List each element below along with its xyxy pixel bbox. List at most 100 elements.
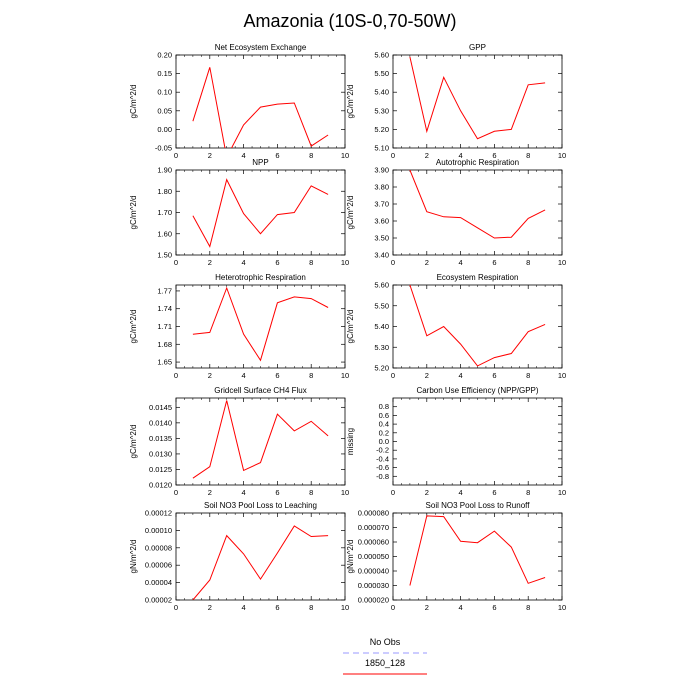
x-tick-label: 8	[526, 603, 530, 612]
y-tick-label: 5.50	[374, 69, 389, 78]
y-tick-label: 5.30	[374, 343, 389, 352]
y-tick-label: 0.00002	[145, 596, 172, 605]
x-tick-label: 4	[459, 488, 463, 497]
plot-frame	[175, 512, 346, 601]
panel-title: GPP	[469, 43, 486, 52]
figure-title: Amazonia (10S-0,70-50W)	[243, 11, 456, 31]
y-tick-label: 1.74	[157, 304, 172, 313]
x-tick-label: 2	[425, 151, 429, 160]
y-tick-label: 0.0120	[149, 481, 172, 490]
y-tick-label: 5.60	[374, 51, 389, 60]
y-axis-label: gC/m^2/d	[346, 85, 355, 119]
x-tick-label: 2	[208, 258, 212, 267]
series-line-1850_128	[409, 515, 546, 586]
y-tick-label: 0.0125	[149, 465, 172, 474]
x-tick-label: 4	[459, 603, 463, 612]
x-tick-label: 10	[558, 258, 566, 267]
y-tick-label: 0.05	[157, 106, 172, 115]
x-tick-label: 10	[558, 371, 566, 380]
y-tick-label: 5.30	[374, 106, 389, 115]
x-tick-label: 8	[526, 488, 530, 497]
y-tick-label: 0.0145	[149, 403, 172, 412]
y-tick-label: 1.70	[157, 208, 172, 217]
plot-frame	[392, 512, 563, 601]
x-tick-label: 4	[242, 258, 246, 267]
x-tick-label: 4	[459, 258, 463, 267]
y-tick-label: 5.20	[374, 125, 389, 134]
y-tick-label: 5.10	[374, 144, 389, 153]
y-tick-label: 0.0	[379, 437, 389, 446]
series-line-1850_128	[192, 67, 329, 148]
x-tick-label: 8	[526, 151, 530, 160]
x-tick-label: 6	[492, 603, 496, 612]
y-tick-label: 5.40	[374, 88, 389, 97]
y-axis-label: gN/m^2/d	[129, 540, 138, 574]
y-tick-label: 0.4	[379, 420, 389, 429]
x-tick-label: 4	[242, 371, 246, 380]
y-tick-label: 0.8	[379, 402, 389, 411]
y-tick-label: 5.50	[374, 301, 389, 310]
panel-5: Ecosystem Respiration 0 2 4 6 8 10 5.20 5.30 5.40…	[346, 273, 566, 380]
y-tick-label: 0.0130	[149, 449, 172, 458]
x-tick-label: 2	[208, 488, 212, 497]
y-tick-label: -0.4	[376, 454, 389, 463]
x-tick-label: 0	[391, 371, 395, 380]
y-tick-label: 0.000060	[358, 538, 389, 547]
x-tick-label: 6	[492, 371, 496, 380]
y-axis-label: gC/m^2/d	[129, 85, 138, 119]
panel-4: Heterotrophic Respiration 0 2 4 6 8 10 1.65 1.68…	[129, 273, 349, 380]
x-tick-label: 10	[341, 151, 349, 160]
x-tick-label: 8	[526, 258, 530, 267]
y-tick-label: 0.0140	[149, 418, 172, 427]
x-tick-label: 10	[558, 488, 566, 497]
panel-8: Soil NO3 Pool Loss to Leaching 0 2 4 6 8 10 0.0…	[129, 501, 349, 612]
panel-3: Autotrophic Respiration 0 2 4 6 8 10 3.40 3.50 3.…	[346, 158, 566, 267]
y-tick-label: 0.00004	[145, 578, 172, 587]
legend: No Obs 1850_128	[343, 637, 427, 675]
x-tick-label: 4	[459, 371, 463, 380]
x-tick-label: 10	[558, 151, 566, 160]
x-tick-label: 8	[309, 488, 313, 497]
y-axis-label: gC/m^2/d	[129, 425, 138, 459]
legend-label: No Obs	[370, 637, 401, 647]
plot-frame	[175, 169, 346, 256]
y-tick-label: 3.90	[374, 166, 389, 175]
plot-frame	[392, 169, 563, 256]
y-tick-label: 3.60	[374, 217, 389, 226]
panel-grid: Net Ecosystem Exchange 0 2 4 6 8 10 -0.05 0.0 0 0.…	[129, 43, 566, 612]
x-tick-label: 0	[391, 488, 395, 497]
y-tick-label: 5.60	[374, 281, 389, 290]
x-tick-label: 2	[208, 603, 212, 612]
y-axis-label: gC/m^2/d	[346, 196, 355, 230]
panel-6: Gridcell Surface CH4 Flux 0 2 4 6 8 10 0.0120 0.…	[129, 386, 349, 497]
y-tick-label: 1.65	[157, 358, 172, 367]
series-line-1850_128	[192, 400, 329, 479]
y-tick-label: 0.00006	[145, 561, 172, 570]
legend-label: 1850_128	[365, 658, 405, 668]
y-tick-label: -0.05	[155, 144, 172, 153]
panel-title: Carbon Use Efficiency (NPP/GPP)	[416, 386, 538, 395]
x-tick-label: 2	[425, 371, 429, 380]
x-tick-label: 0	[174, 371, 178, 380]
y-tick-label: 1.68	[157, 340, 172, 349]
panel-title: Soil NO3 Pool Loss to Leaching	[204, 501, 317, 510]
panel-title: Soil NO3 Pool Loss to Runoff	[426, 501, 531, 510]
panel-title: Net Ecosystem Exchange	[215, 43, 307, 52]
y-tick-label: 0.15	[157, 69, 172, 78]
x-tick-label: 8	[309, 603, 313, 612]
panel-2: NPP 0 2 4 6 8 10 1.50 1.60 1.70 1.80 1.90 gC/m^2/d	[129, 158, 349, 267]
y-tick-label: 1.77	[157, 286, 172, 295]
panel-title: Gridcell Surface CH4 Flux	[214, 386, 306, 395]
series-line-1850_128	[192, 286, 329, 362]
x-tick-label: 4	[242, 488, 246, 497]
x-tick-label: 6	[275, 488, 279, 497]
y-tick-label: 0.00008	[145, 543, 172, 552]
x-tick-label: 0	[391, 258, 395, 267]
y-tick-label: 0.0135	[149, 434, 172, 443]
y-tick-label: 0.2	[379, 428, 389, 437]
x-tick-label: 6	[492, 488, 496, 497]
x-tick-label: 0	[174, 258, 178, 267]
x-tick-label: 6	[275, 258, 279, 267]
y-tick-label: 5.20	[374, 364, 389, 373]
